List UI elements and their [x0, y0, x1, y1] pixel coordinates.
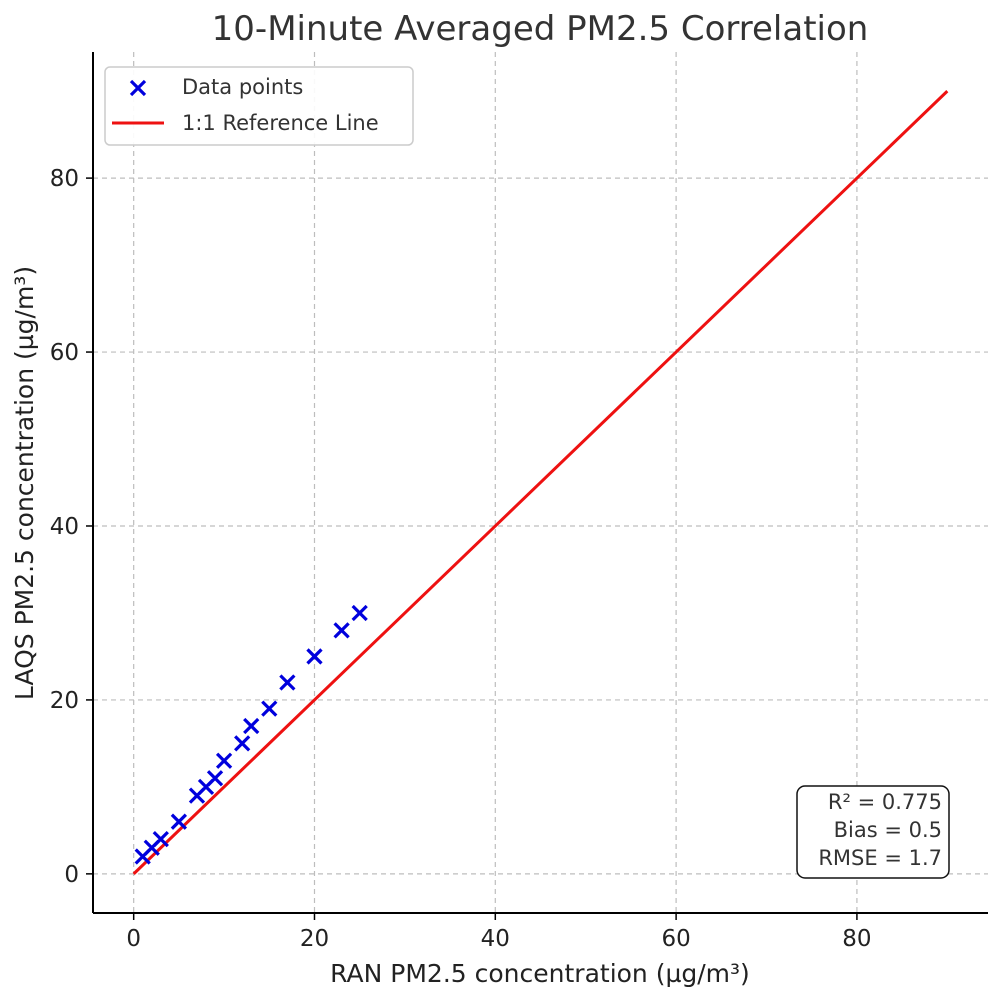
stat-rmse: RMSE = 1.7 — [818, 846, 942, 870]
legend-marker-data-points — [129, 79, 147, 97]
data-point — [306, 648, 323, 665]
x-tick-label: 0 — [126, 926, 141, 952]
y-tick-label: 60 — [50, 340, 79, 366]
legend-label-reference-line: 1:1 Reference Line — [182, 111, 379, 135]
chart-marks — [132, 90, 949, 875]
stats-box: R² = 0.775 Bias = 0.5 RMSE = 1.7 — [796, 785, 950, 879]
reference-line — [132, 90, 949, 875]
data-point — [206, 770, 224, 787]
y-tick-label: 0 — [64, 862, 79, 888]
stat-r-squared: R² = 0.775 — [828, 790, 942, 814]
data-point — [152, 830, 169, 848]
axes — [86, 52, 988, 920]
legend-box — [104, 66, 414, 146]
data-point — [333, 622, 350, 639]
data-point — [215, 752, 233, 769]
data-point — [351, 604, 368, 622]
x-tick-label: 60 — [661, 926, 690, 952]
y-axis-label: LAQS PM2.5 concentration (µg/m³) — [10, 266, 39, 700]
x-axis-label: RAN PM2.5 concentration (µg/m³) — [330, 959, 750, 988]
chart-title: 10-Minute Averaged PM2.5 Correlation — [212, 9, 869, 49]
stats-frame — [796, 785, 950, 879]
data-point — [279, 674, 296, 691]
stat-bias: Bias = 0.5 — [834, 818, 942, 842]
legend-x-marker — [129, 79, 147, 97]
data-point — [261, 700, 278, 717]
data-point — [243, 717, 260, 735]
y-tick-label: 20 — [50, 688, 79, 714]
data-point — [234, 735, 251, 752]
y-tick-label: 80 — [50, 166, 79, 192]
x-tick-label: 20 — [300, 926, 329, 952]
legend: Data points 1:1 Reference Line — [104, 66, 414, 146]
y-tick-label: 40 — [50, 514, 79, 540]
legend-label-data-points: Data points — [182, 75, 303, 99]
data-point — [170, 813, 188, 830]
x-tick-label: 80 — [842, 926, 871, 952]
tick-labels: 0 20 40 60 80 0 20 40 60 80 — [50, 166, 872, 952]
x-tick-label: 40 — [481, 926, 510, 952]
